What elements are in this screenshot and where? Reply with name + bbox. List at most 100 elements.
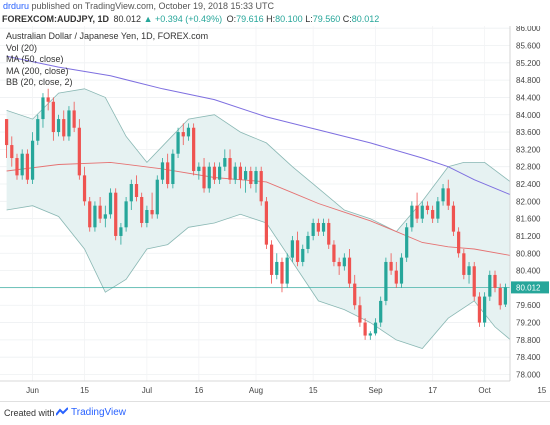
- legend-item-bb[interactable]: BB (20, close, 2): [6, 77, 73, 87]
- candle: [493, 270, 497, 293]
- candle-body: [446, 188, 450, 206]
- candle-body: [467, 266, 471, 275]
- candle: [368, 331, 372, 340]
- candle-body: [462, 253, 466, 275]
- candle-body: [384, 261, 388, 301]
- candle-body: [420, 205, 424, 219]
- candle-body: [134, 184, 139, 198]
- price-axis-bg: [510, 26, 550, 401]
- time-tick-label: 15: [537, 386, 546, 395]
- price-change: +0.394 (+0.49%): [155, 14, 223, 24]
- candle-body: [373, 322, 378, 334]
- candle: [285, 253, 289, 288]
- candle: [446, 179, 450, 210]
- candle: [280, 257, 284, 293]
- created-with-text: Created with: [4, 408, 55, 418]
- candle: [254, 166, 258, 193]
- candle-body: [477, 296, 482, 323]
- candle: [171, 149, 175, 189]
- candle-body: [332, 244, 336, 262]
- candle-body: [119, 227, 123, 236]
- candle-body: [394, 270, 398, 284]
- candle-body: [342, 257, 346, 267]
- candle-body: [166, 162, 170, 185]
- candle: [207, 162, 211, 193]
- candle-body: [368, 333, 372, 336]
- candle: [431, 205, 435, 223]
- candle-body: [295, 240, 300, 262]
- candle: [379, 296, 383, 327]
- candle-body: [124, 201, 128, 228]
- price-chart[interactable]: 78.00078.40078.80079.20079.60080.00080.4…: [0, 26, 550, 401]
- candle-body: [243, 171, 248, 180]
- candle: [394, 261, 398, 288]
- close-value: 80.012: [351, 14, 380, 24]
- candle: [20, 149, 24, 180]
- candle-body: [30, 140, 35, 180]
- tradingview-logo-icon[interactable]: [55, 407, 69, 417]
- candle: [503, 283, 508, 307]
- legend-item-volume[interactable]: Vol (20): [6, 42, 38, 53]
- time-tick-label: Sep: [368, 386, 383, 395]
- candle: [30, 132, 35, 185]
- legend-item-ma50[interactable]: MA (50, close): [6, 54, 64, 64]
- bollinger-upper-line: [6, 88, 511, 233]
- candle: [41, 93, 45, 128]
- candle-body: [212, 166, 217, 180]
- candle-body: [259, 171, 263, 202]
- candle-body: [20, 153, 24, 176]
- candle-body: [249, 171, 253, 185]
- legend-item-ma200[interactable]: MA (200, close): [6, 65, 69, 76]
- candle: [477, 292, 482, 327]
- candle: [155, 175, 159, 219]
- site-name[interactable]: TradingView.com: [84, 1, 154, 11]
- price-tick-label: 78.800: [516, 336, 541, 345]
- tradingview-brand[interactable]: TradingView: [71, 407, 127, 418]
- last-price: 80.012: [113, 14, 142, 24]
- symbol-name: FOREXCOM:AUDJPY, 1D: [2, 14, 110, 24]
- price-tick-label: 83.200: [516, 145, 541, 154]
- user-name[interactable]: drduru: [3, 1, 30, 11]
- candle: [228, 149, 232, 185]
- candle: [176, 127, 180, 159]
- candle-body: [145, 209, 149, 223]
- candle-body: [108, 192, 113, 215]
- price-tick-label: 84.800: [516, 76, 541, 85]
- price-tick-label: 85.600: [516, 41, 541, 50]
- candle-body: [488, 274, 492, 297]
- candle: [15, 153, 19, 180]
- candle-body: [425, 205, 430, 210]
- candle-body: [93, 205, 97, 228]
- time-tick-label: Aug: [249, 386, 263, 395]
- candle: [301, 244, 305, 267]
- candle: [420, 201, 424, 223]
- candle: [342, 253, 346, 271]
- candle-body: [181, 132, 185, 137]
- candle: [259, 166, 263, 206]
- candle: [108, 188, 113, 219]
- candle-body: [358, 305, 362, 323]
- candle: [98, 197, 102, 223]
- candle-body: [171, 153, 175, 185]
- price-axis: 78.00078.40078.80079.20079.60080.00080.4…: [509, 26, 550, 401]
- candle-body: [103, 214, 107, 219]
- candle: [150, 192, 154, 219]
- candle-body: [46, 97, 50, 102]
- price-tick-label: 81.200: [516, 232, 541, 241]
- candle: [192, 123, 196, 176]
- candle-body: [327, 222, 331, 245]
- last-price-tag-label: 80.012: [516, 283, 541, 292]
- candle: [472, 261, 476, 301]
- candle: [62, 110, 66, 141]
- high-value: 80.100: [275, 14, 303, 24]
- candle: [186, 123, 191, 141]
- candle-body: [228, 158, 232, 180]
- time-axis: Jun 15 Jul 16 Aug 15 Sep 17 Oct 15: [0, 380, 547, 395]
- candle: [410, 201, 414, 232]
- publish-date: October 19, 2018 15:33 UTC: [158, 1, 275, 11]
- candle: [249, 166, 253, 189]
- candle-body: [114, 192, 118, 236]
- candle: [269, 240, 274, 284]
- candle-body: [88, 201, 92, 228]
- chart-legend: Australian Dollar / Japanese Yen, 1D, FO…: [6, 31, 208, 89]
